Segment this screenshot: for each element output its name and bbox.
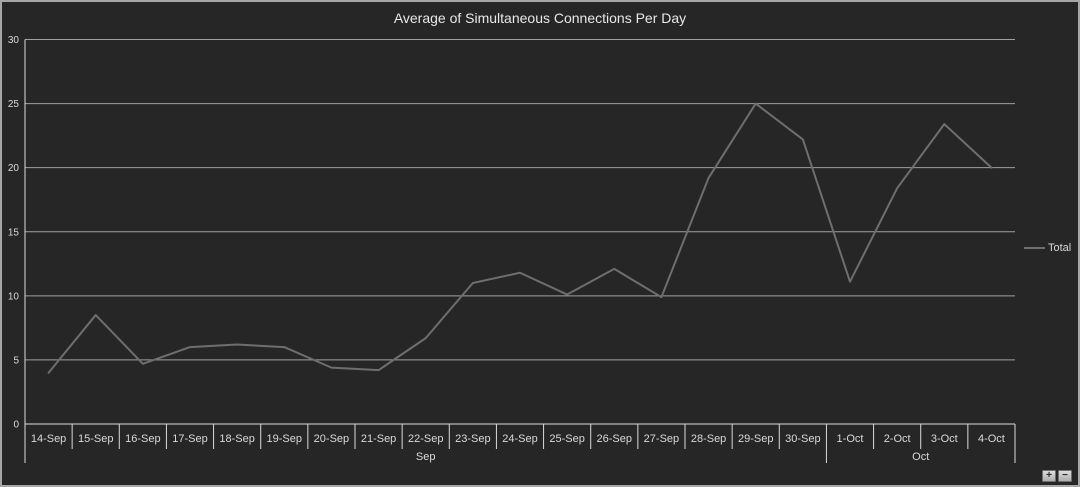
y-axis-tick-label: 10 — [8, 291, 20, 302]
expand-field-button[interactable]: + — [1042, 470, 1056, 482]
legend-line-sample-icon — [1024, 247, 1045, 249]
x-axis-category-label: 16-Sep — [125, 433, 160, 445]
x-axis-group-label: Sep — [416, 451, 436, 463]
x-axis-group-label: Oct — [912, 451, 929, 463]
x-axis-category-label: 18-Sep — [219, 433, 254, 445]
y-axis-tick-label: 30 — [8, 35, 20, 46]
x-axis-category-label: 22-Sep — [408, 433, 443, 445]
y-axis-tick-label: 5 — [13, 355, 19, 366]
x-axis-category-label: 28-Sep — [691, 433, 726, 445]
x-axis-category-label: 15-Sep — [78, 433, 113, 445]
collapse-field-button[interactable]: − — [1058, 470, 1072, 482]
x-axis-category-label: 20-Sep — [314, 433, 349, 445]
x-axis-category-label: 4-Oct — [978, 433, 1005, 445]
y-axis-tick-label: 20 — [8, 163, 20, 174]
x-axis-category-label: 3-Oct — [931, 433, 958, 445]
legend: Total — [1024, 242, 1071, 254]
x-axis-category-label: 1-Oct — [837, 433, 864, 445]
x-axis-category-label: 14-Sep — [31, 433, 66, 445]
y-axis-tick-label: 15 — [8, 227, 20, 238]
x-axis-category-label: 2-Oct — [884, 433, 911, 445]
x-axis-category-label: 30-Sep — [785, 433, 820, 445]
x-axis-category-label: 19-Sep — [267, 433, 302, 445]
x-axis-category-label: 21-Sep — [361, 433, 396, 445]
x-axis-category-label: 27-Sep — [644, 433, 679, 445]
x-axis-category-label: 26-Sep — [597, 433, 632, 445]
y-axis-tick-label: 25 — [8, 99, 20, 110]
y-axis-tick-label: 0 — [13, 420, 19, 431]
legend-series-label: Total — [1048, 242, 1072, 254]
x-axis-category-label: 24-Sep — [502, 433, 537, 445]
pivot-field-buttons: + − — [1042, 470, 1072, 482]
x-axis-category-label: 29-Sep — [738, 433, 773, 445]
x-axis-category-label: 23-Sep — [455, 433, 490, 445]
series-line-total[interactable] — [47, 102, 993, 374]
x-axis-category-label: 25-Sep — [549, 433, 584, 445]
x-axis-category-label: 17-Sep — [172, 433, 207, 445]
